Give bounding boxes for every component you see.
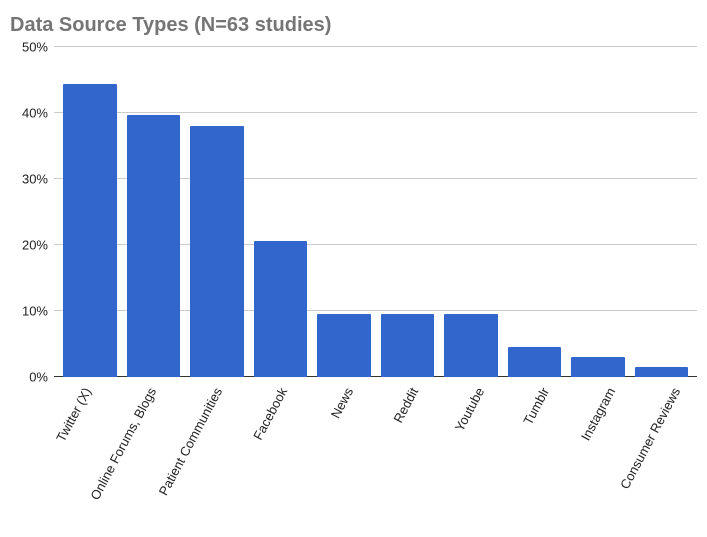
- y-axis: 0%10%20%30%40%50%: [10, 47, 54, 377]
- bar: [571, 357, 625, 377]
- x-label-slot: Consumer Reviews: [638, 377, 704, 537]
- x-label-slot: Youtube: [441, 377, 507, 537]
- bar: [127, 115, 181, 377]
- x-label-slot: Facebook: [245, 377, 311, 537]
- chart-container: Data Source Types (N=63 studies) 0%10%20…: [0, 0, 707, 534]
- bar-slot: [185, 47, 249, 377]
- bar: [635, 367, 689, 377]
- y-tick-label: 40%: [22, 106, 48, 121]
- bar: [317, 314, 371, 377]
- x-axis-label: News: [327, 385, 356, 421]
- x-axis-label: Facebook: [250, 385, 290, 442]
- y-tick-label: 50%: [22, 40, 48, 55]
- x-axis-label: Instagram: [578, 385, 618, 443]
- chart-title: Data Source Types (N=63 studies): [10, 14, 697, 37]
- bar-slot: [249, 47, 313, 377]
- y-tick-label: 10%: [22, 304, 48, 319]
- bar-slot: [312, 47, 376, 377]
- bar: [190, 126, 244, 377]
- plot-area: 0%10%20%30%40%50%: [10, 47, 697, 377]
- bar-slot: [122, 47, 186, 377]
- bar: [254, 241, 308, 377]
- x-label-slot: Twitter (X): [48, 377, 114, 537]
- bar: [381, 314, 435, 377]
- x-label-slot: Reddit: [376, 377, 442, 537]
- x-label-slot: Instagram: [572, 377, 638, 537]
- x-label-slot: Patient Communities: [179, 377, 245, 537]
- x-label-slot: News: [310, 377, 376, 537]
- y-tick-label: 20%: [22, 238, 48, 253]
- x-label-slot: Online Forums, Blogs: [114, 377, 180, 537]
- bar-slot: [630, 47, 694, 377]
- x-axis-label: Youtube: [452, 385, 487, 434]
- bar-slot: [58, 47, 122, 377]
- bar: [63, 84, 117, 377]
- bar-slot: [376, 47, 440, 377]
- bars-area: [54, 47, 697, 377]
- bar: [508, 347, 562, 377]
- x-label-slot: Tumblr: [507, 377, 573, 537]
- x-axis-label: Tumblr: [520, 385, 552, 427]
- x-axis-labels: Twitter (X) Online Forums, BlogsPatient C…: [44, 377, 707, 537]
- bar-slot: [503, 47, 567, 377]
- x-axis-label: Reddit: [391, 385, 422, 425]
- x-axis-label: Twitter (X): [53, 385, 94, 444]
- bar-slot: [566, 47, 630, 377]
- bar: [444, 314, 498, 377]
- bar-slot: [439, 47, 503, 377]
- y-tick-label: 30%: [22, 172, 48, 187]
